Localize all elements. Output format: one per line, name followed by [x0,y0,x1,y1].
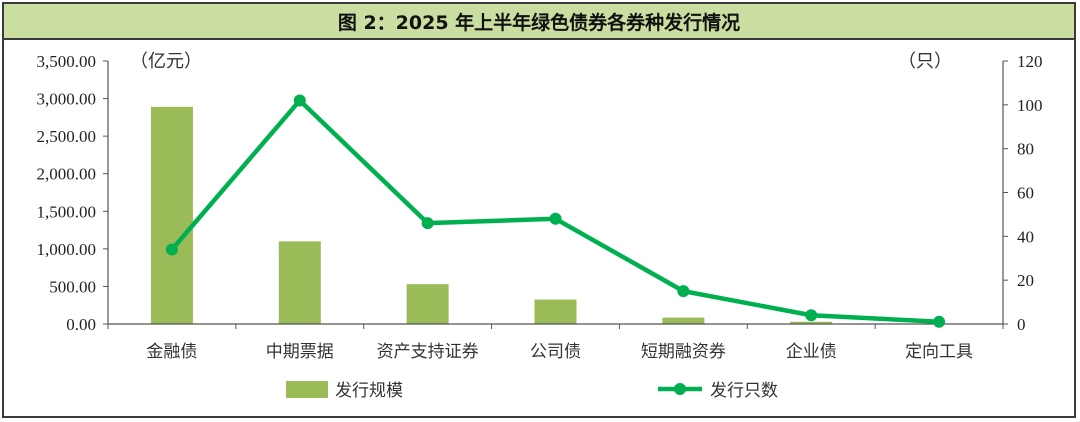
left-tick-label: 1,500.00 [37,202,97,221]
line-point [421,217,434,230]
left-tick-label: 1,000.00 [37,240,97,259]
right-tick-label: 120 [1017,52,1043,71]
chart-title: 图 2：2025 年上半年绿色债券各券种发行情况 [4,4,1074,40]
left-tick-label: 2,500.00 [37,127,97,146]
left-tick-label: 3,500.00 [37,52,97,71]
category-label: 定向工具 [905,342,973,362]
line-point [165,243,178,256]
left-tick-label: 0.00 [66,315,96,334]
right-tick-label: 20 [1017,271,1034,290]
right-tick-label: 40 [1017,227,1034,246]
right-axis-unit: （只） [898,51,952,72]
bar [150,106,193,324]
left-axis-unit: （亿元） [130,51,202,72]
category-label: 短期融资券 [641,342,726,362]
right-tick-label: 60 [1017,184,1034,203]
line-point [549,212,562,225]
left-tick-label: 500.00 [49,277,96,296]
legend-label: 发行只数 [710,381,778,401]
left-tick-label: 2,000.00 [37,165,97,184]
bar [534,299,577,324]
bar [406,284,449,324]
bar [790,321,833,324]
category-label: 金融债 [146,342,197,362]
category-label: 企业债 [786,342,837,362]
line-point [293,94,306,107]
category-label: 公司债 [530,342,581,362]
right-tick-label: 100 [1017,96,1043,115]
legend-bar-swatch [286,381,328,398]
bar [278,241,321,324]
bar [662,317,705,324]
line-point [933,315,946,328]
left-tick-label: 3,000.00 [37,90,97,109]
legend-label: 发行规模 [335,381,403,401]
line-point [677,285,690,298]
legend-line-marker [674,383,686,395]
line-point [805,309,818,322]
right-tick-label: 80 [1017,140,1034,159]
category-label: 资产支持证券 [377,342,479,362]
category-label: 中期票据 [266,342,334,362]
right-tick-label: 0 [1017,315,1026,334]
